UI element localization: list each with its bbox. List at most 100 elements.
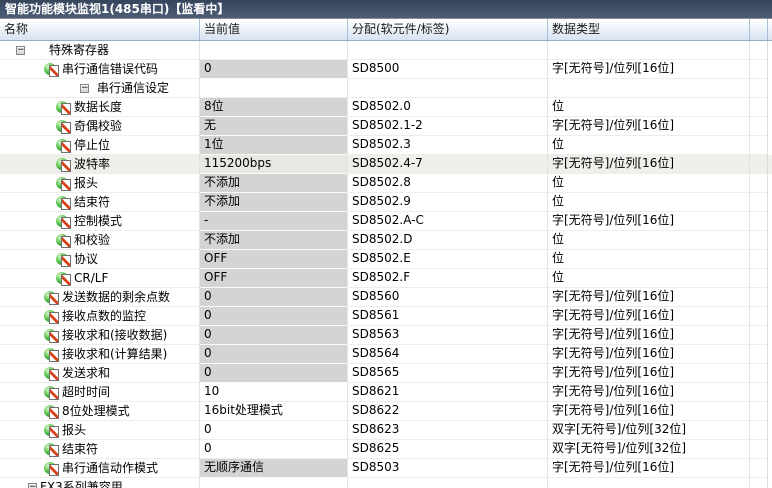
data-type-cell[interactable]: 位 [548,98,750,117]
device-cell[interactable]: SD8502.D [348,231,548,250]
column-header-current-value[interactable]: 当前值 [200,19,348,40]
current-value-cell[interactable]: 0 [200,307,348,326]
table-row[interactable]: 接收求和(接收数据) 0 SD8563 字[无符号]/位列[16位] [0,326,772,345]
table-row[interactable]: 发送求和 0 SD8565 字[无符号]/位列[16位] [0,364,772,383]
table-row[interactable]: 数据长度 8位 SD8502.0 位 [0,98,772,117]
current-value-cell[interactable]: 0 [200,440,348,459]
table-row[interactable]: 报头 0 SD8623 双字[无符号]/位列[32位] [0,421,772,440]
current-value-cell[interactable] [200,79,348,98]
data-type-cell[interactable] [548,478,750,488]
data-type-cell[interactable]: 双字[无符号]/位列[32位] [548,440,750,459]
name-cell[interactable]: 结束符 [0,193,200,212]
table-row[interactable]: − FX3系列兼容用 [0,478,772,488]
table-row[interactable]: 超时时间 10 SD8621 字[无符号]/位列[16位] [0,383,772,402]
table-row[interactable]: 串行通信错误代码 0 SD8500 字[无符号]/位列[16位] [0,60,772,79]
current-value-cell[interactable]: 0 [200,60,348,79]
current-value-cell[interactable]: 不添加 [200,193,348,212]
data-type-cell[interactable]: 字[无符号]/位列[16位] [548,117,750,136]
device-cell[interactable]: SD8625 [348,440,548,459]
table-row[interactable]: CR/LF OFF SD8502.F 位 [0,269,772,288]
data-type-cell[interactable]: 字[无符号]/位列[16位] [548,307,750,326]
device-cell[interactable]: SD8560 [348,288,548,307]
device-cell[interactable]: SD8502.1-2 [348,117,548,136]
collapse-icon[interactable]: − [80,83,89,93]
data-type-cell[interactable]: 字[无符号]/位列[16位] [548,288,750,307]
data-type-cell[interactable]: 位 [548,136,750,155]
device-cell[interactable] [348,41,548,60]
device-cell[interactable]: SD8563 [348,326,548,345]
device-cell[interactable]: SD8503 [348,459,548,478]
name-cell[interactable]: 超时时间 [0,383,200,402]
name-cell[interactable]: 和校验 [0,231,200,250]
current-value-cell[interactable]: 不添加 [200,231,348,250]
device-cell[interactable]: SD8565 [348,364,548,383]
current-value-cell[interactable]: OFF [200,269,348,288]
device-cell[interactable]: SD8502.8 [348,174,548,193]
device-cell[interactable]: SD8500 [348,60,548,79]
table-row[interactable]: 波特率 115200bps SD8502.4-7 字[无符号]/位列[16位] [0,155,772,174]
device-cell[interactable]: SD8561 [348,307,548,326]
table-row[interactable]: − 串行通信设定 [0,79,772,98]
current-value-cell[interactable]: 不添加 [200,174,348,193]
name-cell[interactable]: 报头 [0,421,200,440]
collapse-icon[interactable]: − [28,483,37,488]
current-value-cell[interactable]: 8位 [200,98,348,117]
table-row[interactable]: 串行通信动作模式 无顺序通信 SD8503 字[无符号]/位列[16位] [0,459,772,478]
device-cell[interactable]: SD8621 [348,383,548,402]
current-value-cell[interactable]: 0 [200,364,348,383]
current-value-cell[interactable]: 0 [200,421,348,440]
data-type-cell[interactable]: 位 [548,193,750,212]
current-value-cell[interactable]: 115200bps [200,155,348,174]
data-type-cell[interactable]: 字[无符号]/位列[16位] [548,155,750,174]
current-value-cell[interactable]: 0 [200,345,348,364]
device-cell[interactable]: SD8502.0 [348,98,548,117]
device-cell[interactable]: SD8622 [348,402,548,421]
current-value-cell[interactable]: 16bit处理模式 [200,402,348,421]
data-type-cell[interactable]: 位 [548,250,750,269]
current-value-cell[interactable]: 无 [200,117,348,136]
data-type-cell[interactable]: 字[无符号]/位列[16位] [548,383,750,402]
name-cell[interactable]: 控制模式 [0,212,200,231]
column-header-name[interactable]: 名称 [0,19,200,40]
column-header-data-type[interactable]: 数据类型 [548,19,750,40]
current-value-cell[interactable]: 0 [200,288,348,307]
table-row[interactable]: 报头 不添加 SD8502.8 位 [0,174,772,193]
device-cell[interactable]: SD8564 [348,345,548,364]
name-cell[interactable]: CR/LF [0,269,200,288]
table-row[interactable]: 奇偶校验 无 SD8502.1-2 字[无符号]/位列[16位] [0,117,772,136]
current-value-cell[interactable] [200,478,348,488]
data-type-cell[interactable]: 双字[无符号]/位列[32位] [548,421,750,440]
device-cell[interactable]: SD8502.F [348,269,548,288]
name-cell[interactable]: 8位处理模式 [0,402,200,421]
device-cell[interactable] [348,478,548,488]
current-value-cell[interactable]: - [200,212,348,231]
data-type-cell[interactable]: 字[无符号]/位列[16位] [548,364,750,383]
data-type-cell[interactable]: 位 [548,231,750,250]
device-cell[interactable]: SD8502.A-C [348,212,548,231]
data-type-cell[interactable] [548,79,750,98]
column-header-device[interactable]: 分配(软元件/标签) [348,19,548,40]
data-type-cell[interactable]: 字[无符号]/位列[16位] [548,60,750,79]
current-value-cell[interactable]: 10 [200,383,348,402]
name-cell[interactable]: − 串行通信设定 [0,79,200,98]
table-row[interactable]: 发送数据的剩余点数 0 SD8560 字[无符号]/位列[16位] [0,288,772,307]
table-row[interactable]: 和校验 不添加 SD8502.D 位 [0,231,772,250]
table-row[interactable]: 停止位 1位 SD8502.3 位 [0,136,772,155]
name-cell[interactable]: 接收点数的监控 [0,307,200,326]
name-cell[interactable]: 接收求和(接收数据) [0,326,200,345]
current-value-cell[interactable]: OFF [200,250,348,269]
collapse-icon[interactable]: − [16,45,25,55]
device-cell[interactable]: SD8502.3 [348,136,548,155]
table-row[interactable]: − 特殊寄存器 [0,41,772,60]
table-row[interactable]: 控制模式 - SD8502.A-C 字[无符号]/位列[16位] [0,212,772,231]
name-cell[interactable]: 报头 [0,174,200,193]
current-value-cell[interactable]: 1位 [200,136,348,155]
name-cell[interactable]: 串行通信错误代码 [0,60,200,79]
name-cell[interactable]: 发送数据的剩余点数 [0,288,200,307]
device-cell[interactable]: SD8502.9 [348,193,548,212]
name-cell[interactable]: 接收求和(计算结果) [0,345,200,364]
name-cell[interactable]: 协议 [0,250,200,269]
current-value-cell[interactable]: 无顺序通信 [200,459,348,478]
table-row[interactable]: 结束符 0 SD8625 双字[无符号]/位列[32位] [0,440,772,459]
table-row[interactable]: 接收点数的监控 0 SD8561 字[无符号]/位列[16位] [0,307,772,326]
